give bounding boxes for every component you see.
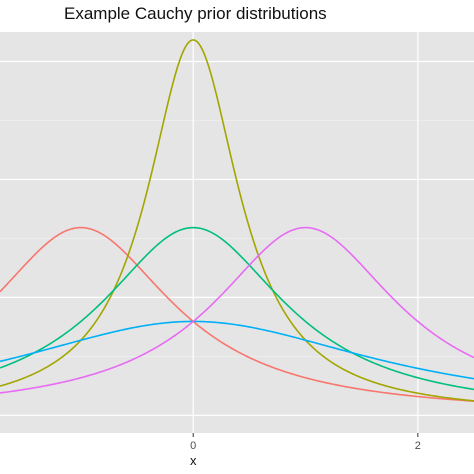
series-line-1	[0, 226, 474, 402]
series-line-4	[0, 320, 474, 380]
major-gridlines	[0, 32, 474, 433]
plot-panel	[0, 32, 474, 433]
series-layer	[0, 39, 474, 402]
x-tick-label: 0	[190, 440, 196, 452]
chart-title: Example Cauchy prior distributions	[64, 4, 327, 23]
series-line-2	[0, 39, 474, 402]
x-axis-title: x	[190, 453, 197, 468]
series-line-5	[0, 226, 474, 394]
series-line-3	[0, 226, 474, 391]
x-tick-label: 2	[415, 440, 421, 452]
